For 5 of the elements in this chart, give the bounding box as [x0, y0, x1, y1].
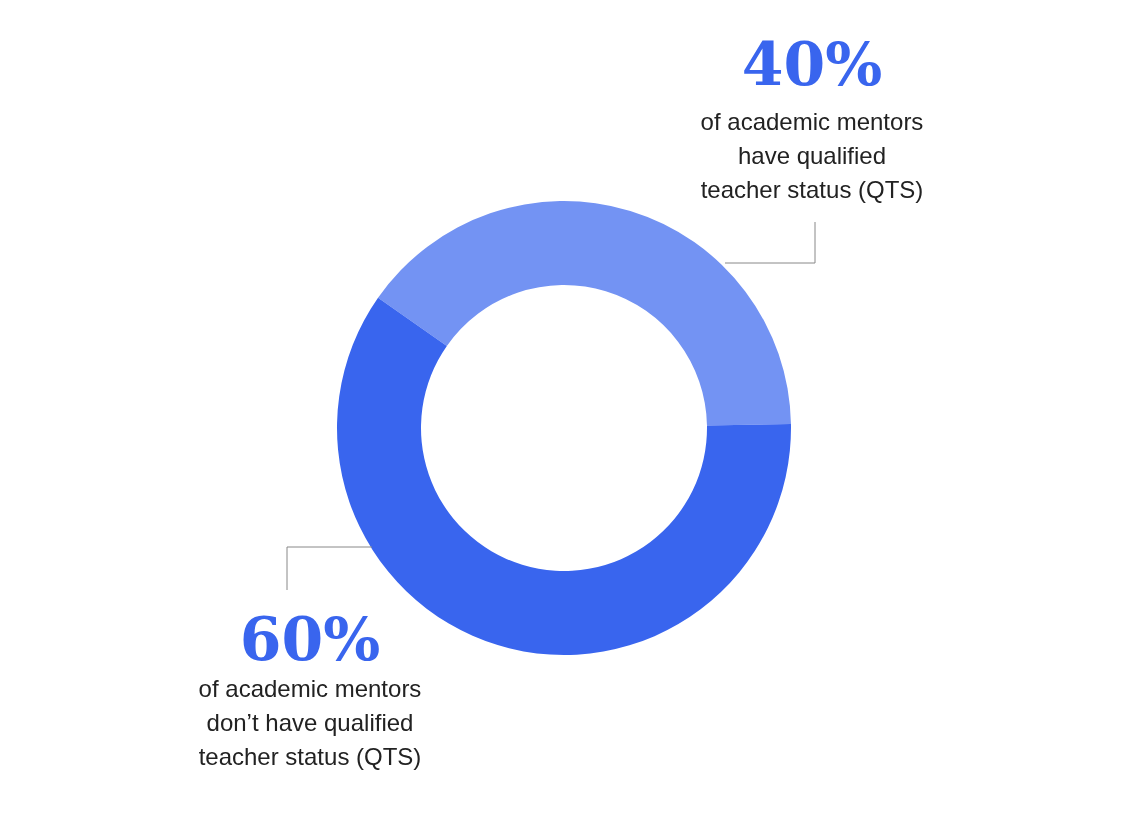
slice-label: of academic mentors don’t have qualified teacher status (QTS) — [198, 675, 422, 770]
slice-label: of academic mentors have qualified teacher status (QTS) — [700, 108, 924, 203]
donut-slice — [378, 201, 791, 426]
data-label: 40% — [741, 29, 883, 99]
data-label: 60% — [239, 604, 381, 674]
